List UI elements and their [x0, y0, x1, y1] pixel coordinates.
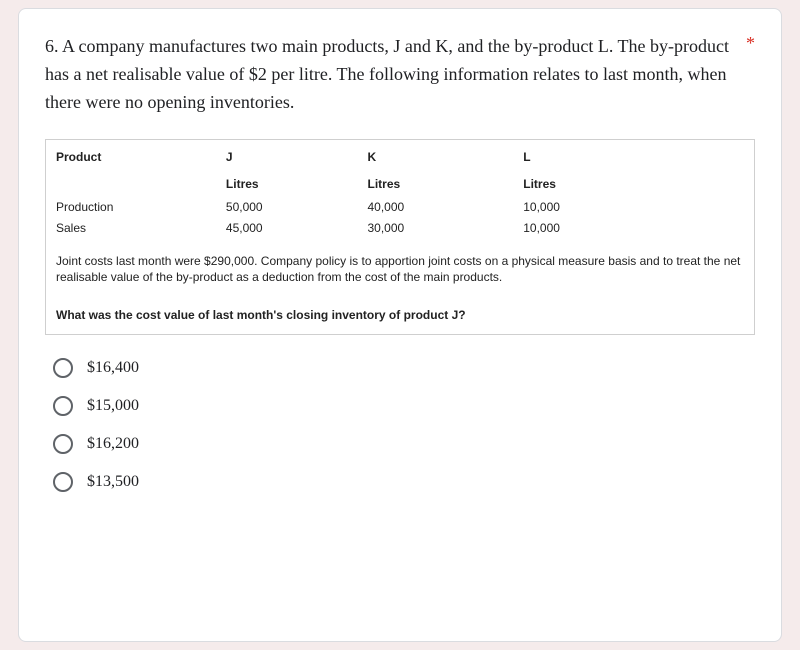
radio-icon [53, 358, 73, 378]
radio-icon [53, 434, 73, 454]
cell-sales-label: Sales [46, 218, 216, 239]
units-l: Litres [513, 167, 754, 197]
options-group: $16,400 $15,000 $16,200 $13,500 [45, 349, 755, 501]
cell-sales-l: 10,000 [513, 218, 754, 239]
data-table: Product J K L Litres Litres Litres Produ… [46, 140, 754, 239]
cell-sales-j: 45,000 [216, 218, 358, 239]
required-asterisk: * [746, 33, 755, 54]
units-k: Litres [358, 167, 514, 197]
col-header-l: L [513, 140, 754, 167]
units-blank [46, 167, 216, 197]
option-label: $13,500 [87, 473, 139, 491]
radio-icon [53, 472, 73, 492]
table-row: Sales 45,000 30,000 10,000 [46, 218, 754, 239]
cell-production-j: 50,000 [216, 197, 358, 218]
option-1[interactable]: $16,400 [45, 349, 755, 387]
table-units-row: Litres Litres Litres [46, 167, 754, 197]
table-row: Production 50,000 40,000 10,000 [46, 197, 754, 218]
table-header-row: Product J K L [46, 140, 754, 167]
data-table-wrapper: Product J K L Litres Litres Litres Produ… [45, 139, 755, 239]
question-text: 6. A company manufactures two main produ… [45, 33, 755, 117]
option-label: $16,200 [87, 435, 139, 453]
col-header-j: J [216, 140, 358, 167]
col-header-product: Product [46, 140, 216, 167]
cell-production-k: 40,000 [358, 197, 514, 218]
option-4[interactable]: $13,500 [45, 463, 755, 501]
cell-sales-k: 30,000 [358, 218, 514, 239]
sub-question: What was the cost value of last month's … [45, 298, 755, 335]
option-2[interactable]: $15,000 [45, 387, 755, 425]
units-j: Litres [216, 167, 358, 197]
option-label: $15,000 [87, 397, 139, 415]
cell-production-label: Production [46, 197, 216, 218]
cell-production-l: 10,000 [513, 197, 754, 218]
question-card: * 6. A company manufactures two main pro… [18, 8, 782, 642]
note-text: Joint costs last month were $290,000. Co… [45, 239, 755, 299]
option-label: $16,400 [87, 359, 139, 377]
option-3[interactable]: $16,200 [45, 425, 755, 463]
radio-icon [53, 396, 73, 416]
col-header-k: K [358, 140, 514, 167]
